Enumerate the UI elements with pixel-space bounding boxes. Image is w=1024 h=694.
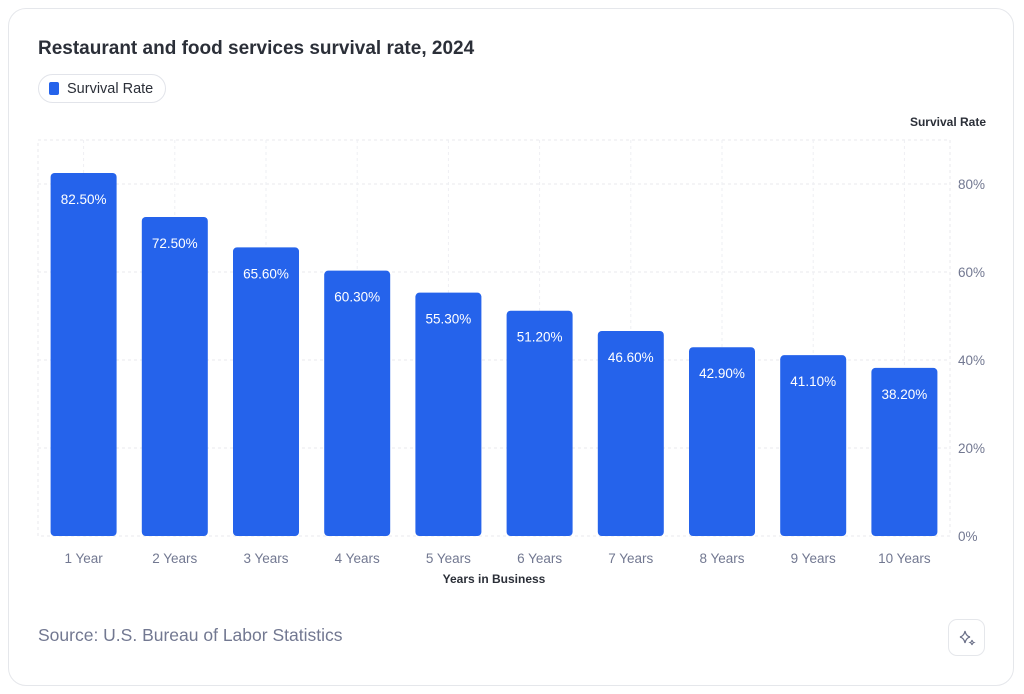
bar — [141, 217, 208, 536]
y-tick-label: 0% — [958, 529, 978, 544]
bar — [871, 367, 938, 536]
bar-data-label: 42.90% — [699, 366, 745, 381]
y-tick-label: 80% — [958, 177, 985, 192]
bar-data-label: 72.50% — [152, 236, 198, 251]
legend-swatch — [49, 82, 59, 95]
y-tick-label: 20% — [958, 441, 985, 456]
legend-label: Survival Rate — [67, 80, 154, 97]
x-tick-label: 10 Years — [878, 551, 931, 566]
bar — [233, 247, 299, 537]
x-tick-label: 8 Years — [699, 551, 744, 566]
bar — [415, 292, 482, 536]
bar-data-label: 82.50% — [61, 192, 107, 207]
x-tick-label: 1 Year — [64, 551, 103, 566]
bar-data-label: 46.60% — [608, 350, 654, 365]
bar — [50, 173, 117, 536]
bar — [780, 355, 847, 536]
x-tick-label: 9 Years — [791, 551, 836, 566]
bar-data-label: 60.30% — [334, 290, 380, 305]
x-axis-title: Years in Business — [443, 572, 546, 586]
chart-title: Restaurant and food services survival ra… — [38, 38, 475, 59]
y-axis-title: Survival Rate — [909, 115, 986, 129]
sparkle-icon — [959, 630, 976, 645]
bar — [324, 270, 391, 536]
bar-data-label: 55.30% — [426, 312, 472, 327]
y-tick-label: 60% — [958, 265, 985, 280]
ai-insights-button[interactable] — [948, 619, 985, 656]
plot-area-border — [37, 139, 951, 537]
x-tick-label: 6 Years — [517, 551, 562, 566]
bar — [506, 310, 573, 536]
bar — [597, 330, 664, 536]
x-tick-label: 4 Years — [335, 551, 380, 566]
x-tick-label: 5 Years — [426, 551, 471, 566]
bar-data-label: 65.60% — [243, 266, 289, 281]
bar — [689, 347, 755, 536]
y-tick-label: 40% — [958, 353, 985, 368]
x-tick-label: 3 Years — [243, 551, 288, 566]
x-tick-label: 7 Years — [608, 551, 653, 566]
x-tick-label: 2 Years — [152, 551, 197, 566]
bar-data-label: 51.20% — [517, 330, 563, 345]
bar-data-label: 41.10% — [790, 374, 836, 389]
legend-item-survival-rate[interactable]: Survival Rate — [38, 74, 167, 103]
bar-data-label: 38.20% — [882, 387, 928, 402]
source-note: Source: U.S. Bureau of Labor Statistics — [38, 625, 343, 645]
